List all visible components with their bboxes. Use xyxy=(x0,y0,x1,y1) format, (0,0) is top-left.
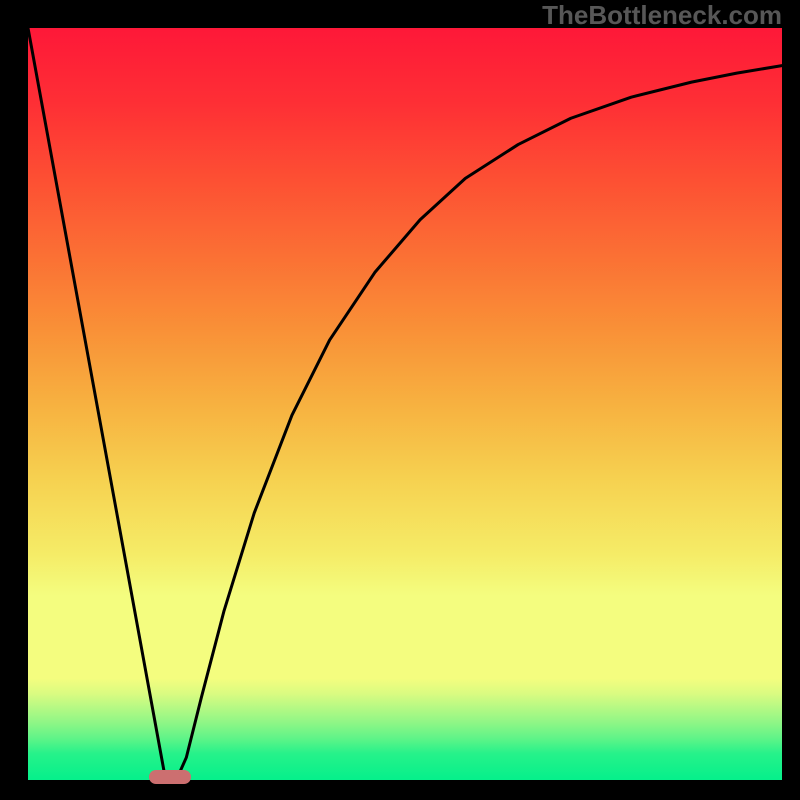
watermark-label: TheBottleneck.com xyxy=(542,0,782,31)
plot-area xyxy=(28,28,782,780)
minimum-marker xyxy=(149,770,191,784)
figure-root: TheBottleneck.com xyxy=(0,0,800,800)
curve-path xyxy=(28,28,782,778)
bottleneck-curve xyxy=(28,28,782,780)
